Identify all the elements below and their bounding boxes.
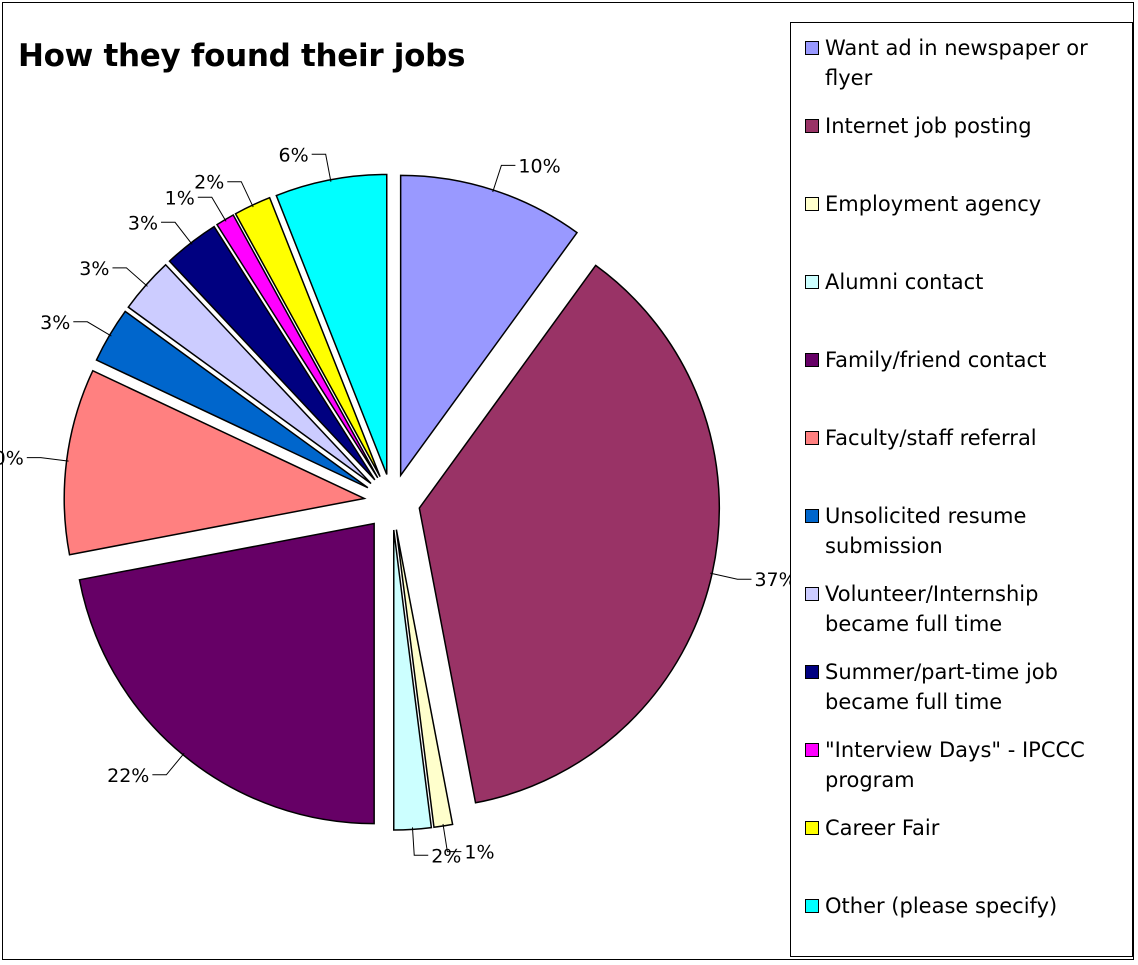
data-label: 2% — [431, 845, 461, 867]
legend-swatch — [805, 509, 819, 523]
data-label: 3% — [79, 258, 109, 280]
label-leader-line — [161, 221, 193, 245]
legend-swatch — [805, 899, 819, 913]
legend-swatch — [805, 353, 819, 367]
data-label: 22% — [107, 765, 149, 787]
data-label: 2% — [194, 172, 224, 194]
data-label: 1% — [464, 842, 494, 864]
legend-label: Career Fair — [825, 816, 940, 840]
label-leader-line — [311, 153, 332, 182]
data-label: 10% — [518, 155, 560, 177]
legend-label: Internet job posting — [825, 114, 1032, 138]
label-leader-line — [152, 752, 185, 776]
legend-swatch — [805, 587, 819, 601]
data-label: 10% — [0, 448, 24, 470]
pie-chart: 10%37%1%2%22%10%3%3%3%1%2%6% — [0, 144, 790, 867]
label-leader-line — [227, 181, 254, 208]
legend-swatch — [805, 431, 819, 445]
legend-label: Summer/part-time job became full time — [825, 660, 1058, 714]
legend-label: Faculty/staff referral — [825, 426, 1037, 450]
label-leader-line — [26, 457, 69, 462]
label-leader-line — [710, 572, 752, 580]
label-leader-line — [492, 164, 516, 193]
label-leader-line — [197, 196, 227, 222]
legend-swatch — [805, 197, 819, 211]
label-leader-line — [442, 823, 462, 853]
legend-swatch — [805, 275, 819, 289]
data-label: 6% — [279, 144, 309, 166]
legend-label: Volunteer/Internship became full time — [825, 582, 1039, 636]
data-label: 37% — [754, 569, 790, 591]
label-leader-line — [73, 321, 112, 337]
legend-label: Want ad in newspaper or flyer — [825, 36, 1088, 90]
data-label: 3% — [40, 312, 70, 334]
legend-label: Unsolicited resume submission — [825, 504, 1027, 558]
legend-label: Other (please specify) — [825, 894, 1058, 918]
legend-label: Alumni contact — [825, 270, 984, 294]
legend-swatch — [805, 665, 819, 679]
label-leader-line — [112, 267, 148, 287]
chart-title: How they found their jobs — [18, 38, 466, 74]
chart-legend: Want ad in newspaper or flyer Internet jo… — [790, 22, 1133, 957]
legend-swatch — [805, 821, 819, 835]
legend-label: "Interview Days" - IPCCC program — [825, 738, 1085, 792]
legend-swatch — [805, 41, 819, 55]
legend-swatch — [805, 743, 819, 757]
data-label: 3% — [128, 212, 158, 234]
data-label: 1% — [165, 187, 195, 209]
legend-swatch — [805, 119, 819, 133]
legend-label: Family/friend contact — [825, 348, 1047, 372]
legend-label: Employment agency — [825, 192, 1042, 216]
label-leader-line — [411, 827, 429, 856]
